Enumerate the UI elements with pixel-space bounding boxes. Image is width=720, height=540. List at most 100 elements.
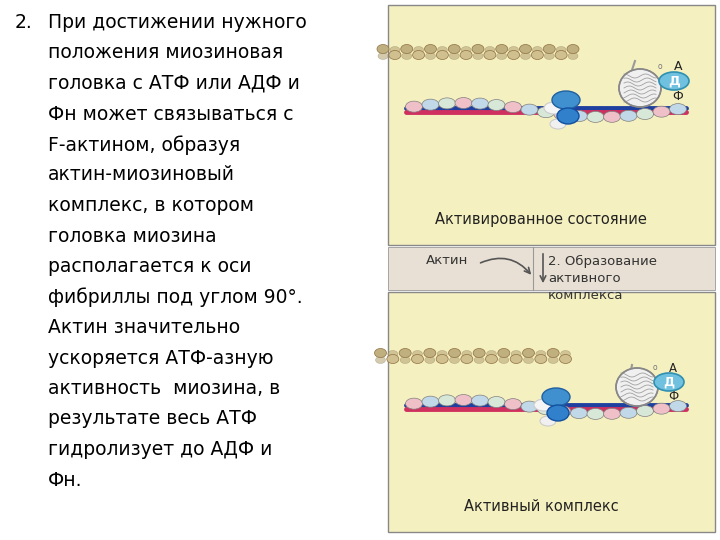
Ellipse shape [531,51,544,59]
Ellipse shape [449,348,461,357]
Text: 2. Образование
активного
комплекса: 2. Образование активного комплекса [548,255,657,302]
Ellipse shape [653,403,670,414]
Ellipse shape [535,354,546,363]
Ellipse shape [400,356,410,363]
Bar [388,5,715,245]
Ellipse shape [523,356,534,363]
Ellipse shape [544,102,564,114]
Ellipse shape [567,44,579,53]
Bar [388,292,715,532]
Ellipse shape [436,51,449,59]
Text: 2.: 2. [15,13,32,32]
Text: Фн.: Фн. [48,470,83,489]
Ellipse shape [570,111,588,122]
Ellipse shape [374,348,387,357]
Ellipse shape [552,91,580,109]
Ellipse shape [536,350,546,357]
Bar [388,247,715,290]
Ellipse shape [425,44,436,53]
Ellipse shape [472,44,484,53]
Text: фибриллы под углом 90°.: фибриллы под углом 90°. [48,287,302,307]
Ellipse shape [425,356,435,363]
Ellipse shape [378,52,388,59]
Ellipse shape [636,109,654,119]
Ellipse shape [532,46,542,53]
Ellipse shape [405,101,423,112]
Ellipse shape [413,350,423,357]
Ellipse shape [555,51,567,59]
Ellipse shape [508,46,518,53]
Ellipse shape [484,51,496,59]
Text: Активированное состояние: Активированное состояние [435,212,647,227]
Ellipse shape [587,111,604,123]
Ellipse shape [488,99,505,111]
Ellipse shape [505,102,521,113]
Text: Ф: Ф [668,390,678,403]
Ellipse shape [436,354,448,363]
Ellipse shape [570,408,588,418]
Ellipse shape [449,44,460,53]
Ellipse shape [488,396,505,408]
Ellipse shape [556,46,566,53]
Text: Фн может связываться с: Фн может связываться с [48,105,294,124]
Ellipse shape [449,52,459,59]
Ellipse shape [670,401,686,411]
Ellipse shape [620,407,637,419]
Ellipse shape [422,99,439,110]
Ellipse shape [413,51,425,59]
Ellipse shape [550,119,566,129]
Ellipse shape [603,111,621,123]
Text: гидролизует до АДФ и: гидролизует до АДФ и [48,440,272,459]
Text: А: А [669,361,677,375]
Ellipse shape [387,354,399,363]
Ellipse shape [390,46,400,53]
Text: ускоряется АТФ-азную: ускоряется АТФ-азную [48,348,274,368]
Ellipse shape [437,46,447,53]
Ellipse shape [426,52,436,59]
Ellipse shape [510,354,522,363]
Ellipse shape [511,350,521,357]
Ellipse shape [653,106,670,117]
Text: результате весь АТФ: результате весь АТФ [48,409,257,429]
Ellipse shape [620,110,637,122]
Ellipse shape [544,52,554,59]
Ellipse shape [474,356,484,363]
Ellipse shape [547,405,569,421]
Ellipse shape [449,356,459,363]
Ellipse shape [534,399,554,411]
Text: активность  миозина, в: активность миозина, в [48,379,280,398]
Ellipse shape [462,350,472,357]
Ellipse shape [461,354,473,363]
Ellipse shape [472,98,488,109]
Ellipse shape [587,408,604,420]
Ellipse shape [401,44,413,53]
Text: располагается к оси: располагается к оси [48,257,251,276]
Ellipse shape [405,398,423,409]
Text: Д: Д [668,75,680,87]
Ellipse shape [497,52,507,59]
Ellipse shape [538,404,554,415]
Ellipse shape [399,348,411,357]
Ellipse shape [472,395,488,406]
Ellipse shape [424,348,436,357]
Ellipse shape [659,72,689,90]
Ellipse shape [376,356,385,363]
Ellipse shape [389,51,401,59]
Text: актин-миозиновый: актин-миозиновый [48,165,235,185]
Ellipse shape [455,98,472,109]
Ellipse shape [498,348,510,357]
Text: F-актином, образуя: F-актином, образуя [48,135,240,154]
Ellipse shape [538,107,554,118]
Ellipse shape [473,52,483,59]
Ellipse shape [670,104,686,114]
Ellipse shape [603,408,621,420]
Ellipse shape [461,46,471,53]
Ellipse shape [636,406,654,416]
Ellipse shape [496,44,508,53]
Ellipse shape [542,388,570,406]
Ellipse shape [438,395,456,406]
Ellipse shape [485,354,498,363]
Ellipse shape [654,373,684,391]
Ellipse shape [540,416,556,426]
Text: Ф: Ф [672,90,683,103]
